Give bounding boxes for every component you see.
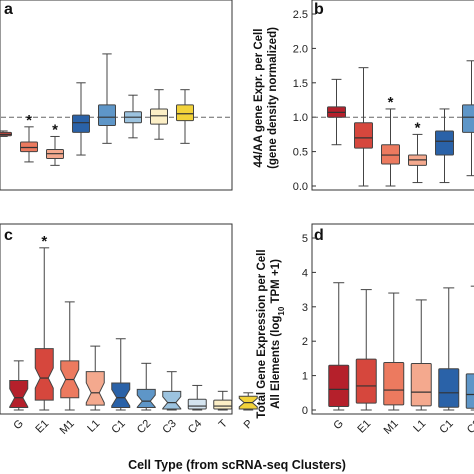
box-G-body <box>328 364 350 408</box>
panel-d-ytick-label: 2 <box>302 336 308 348</box>
box-C2-body <box>465 373 474 409</box>
box-C4-body <box>187 398 207 410</box>
panel-c-xtick-E1: E1 <box>33 418 51 436</box>
panel-b-ylabel-line1: 44/AA gene Expr. per Cell <box>253 29 265 168</box>
box-M1-body <box>383 362 405 406</box>
panel-d-ytick-label: 5 <box>302 233 308 245</box>
box-M1-significance-star: * <box>26 112 32 129</box>
panel-d-frame <box>311 223 474 415</box>
panel-c-xtick-C3: C3 <box>160 418 178 436</box>
panel-c-xtick-L1: L1 <box>85 418 102 435</box>
box-E1-body <box>355 358 377 404</box>
panel-d-ylabel-line2: All Elements (log10 TPM +1) <box>270 259 286 409</box>
panel-d-xtick-G: G <box>331 418 346 433</box>
panel-c-label: c <box>4 227 13 244</box>
box-L1-significance-star: * <box>415 119 421 136</box>
panel-c-xtick-P: P <box>242 418 256 432</box>
panel-c-xtick-C1: C1 <box>109 418 127 436</box>
panel-c-xtick-C4: C4 <box>186 418 204 436</box>
box-E1-body <box>34 348 54 401</box>
box-P-body <box>176 104 194 122</box>
box-M1-body <box>381 144 400 165</box>
box-C2-body <box>462 104 474 133</box>
panel-b-ytick-label: 2.5 <box>293 9 308 21</box>
panel-d-xtick-L1: L1 <box>411 418 428 435</box>
panel-b-ytick-label: 0.0 <box>293 181 308 193</box>
panel-d-ytick-label: 0 <box>302 405 308 417</box>
panel-d-xtick-C2: C2 <box>465 418 474 436</box>
panel-d-ytick-label: 1 <box>302 371 308 383</box>
panel-d-ytick-label: 4 <box>302 267 308 279</box>
box-L1-body <box>410 363 432 407</box>
panel-c-frame <box>0 223 233 415</box>
panel-d-xtick-M1: M1 <box>382 418 401 437</box>
panel-b-frame <box>311 0 474 191</box>
box-C1-body <box>438 368 460 408</box>
panel-c-xtick-G: G <box>11 418 26 433</box>
box-C1-body <box>72 114 90 133</box>
panel-b-ytick-label: 0.5 <box>293 147 308 159</box>
box-M1-significance-star: * <box>388 94 394 111</box>
box-C1-body <box>435 130 454 156</box>
panel-d-label: d <box>314 227 324 244</box>
box-C2-body <box>136 388 156 409</box>
panel-c-xtick-C2: C2 <box>135 418 153 436</box>
x-axis-title: Cell Type (from scRNA-seq Clusters) <box>128 458 346 472</box>
box-G-body <box>9 380 29 409</box>
panel-c-xtick-M1: M1 <box>58 418 77 437</box>
panel-b-ytick-label: 1.0 <box>293 112 308 124</box>
box-C1-body <box>111 382 131 409</box>
box-L1-body <box>85 371 105 406</box>
box-T-body <box>150 108 168 125</box>
panel-b-ytick-label: 2.0 <box>293 43 308 55</box>
panel-c: c G * E1 M1 L1 C1 C2 C3 C4 T P <box>0 223 258 437</box>
panel-b-ytick-label: 1.5 <box>293 78 308 90</box>
panel-d-xtick-C1: C1 <box>437 418 455 436</box>
box-T-body <box>213 399 233 410</box>
panel-c-xtick-T: T <box>217 417 230 430</box>
panel-d-ytick-label: 3 <box>302 302 308 314</box>
box-C2-body <box>98 104 116 126</box>
panel-a-frame <box>0 0 233 191</box>
panel-a: a * * <box>0 0 233 191</box>
panel-d-ylabel-line1: Total Gene Expression per Cell <box>256 249 268 418</box>
box-M1-body <box>20 141 38 153</box>
box-L1-significance-star: * <box>52 121 58 138</box>
panel-d: d Total Gene Expression per Cell All Ele… <box>256 223 474 437</box>
box-C3-body <box>162 390 182 410</box>
box-E1-significance-star: * <box>41 233 47 250</box>
panel-a-label: a <box>4 1 13 18</box>
panel-b-ylabel-line2: (gene density normalized) <box>267 27 279 169</box>
box-E1-body <box>354 122 373 149</box>
panel-b: b 44/AA gene Expr. per Cell (gene densit… <box>253 0 474 193</box>
panel-b-label: b <box>314 1 324 18</box>
panel-d-xtick-E1: E1 <box>355 418 373 436</box>
